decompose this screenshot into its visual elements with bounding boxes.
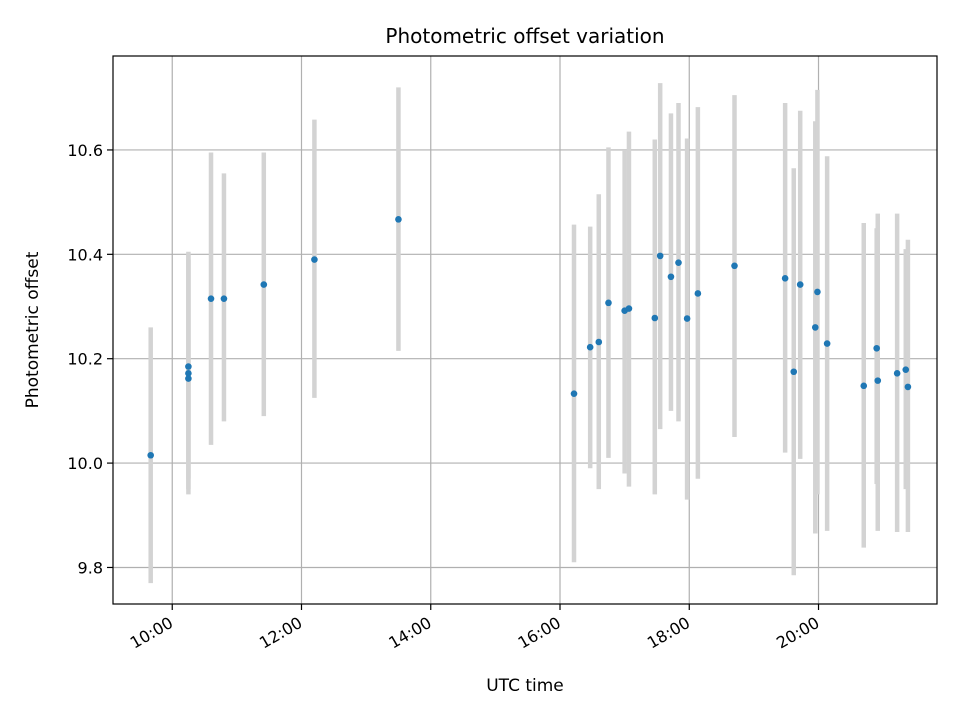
chart-title: Photometric offset variation <box>385 24 664 48</box>
data-point <box>605 299 612 307</box>
y-axis: 9.8 10.0 10.2 10.4 10.6 <box>67 141 113 577</box>
data-point <box>790 368 798 376</box>
y-tick-label: 10.4 <box>67 245 103 264</box>
data-point <box>694 290 702 297</box>
y-tick-label: 10.2 <box>67 350 103 369</box>
data-point <box>147 451 154 459</box>
data-point <box>185 375 192 382</box>
data-point <box>595 338 603 346</box>
data-point <box>625 305 633 312</box>
data-point <box>185 363 192 370</box>
data-point <box>823 340 831 347</box>
data-point <box>902 366 910 373</box>
data-point <box>667 273 675 281</box>
data-point <box>651 314 659 322</box>
data-point <box>814 288 821 296</box>
data-point <box>781 275 789 282</box>
data-point <box>811 324 819 331</box>
data-point <box>185 370 192 377</box>
data-point <box>683 315 691 322</box>
data-point <box>904 383 912 391</box>
y-tick-label: 10.0 <box>67 454 103 473</box>
y-tick-label: 9.8 <box>78 558 103 577</box>
data-point <box>220 295 228 302</box>
data-point <box>395 216 402 223</box>
data-point <box>796 281 804 288</box>
plot-frame <box>112 55 938 605</box>
data-point <box>675 259 682 266</box>
data-point <box>860 382 868 390</box>
y-tick-label: 10.6 <box>67 141 103 160</box>
data-point <box>570 390 578 397</box>
data-points <box>147 216 912 459</box>
data-point <box>586 343 594 351</box>
data-point <box>260 281 268 288</box>
data-point <box>874 377 882 384</box>
data-point <box>893 370 901 377</box>
y-axis-title: Photometric offset <box>23 251 43 408</box>
data-point <box>207 295 215 302</box>
x-axis-title: UTC time <box>486 676 564 696</box>
data-point <box>873 344 880 352</box>
data-point <box>731 262 738 270</box>
data-point <box>656 252 664 260</box>
data-point <box>311 256 318 263</box>
